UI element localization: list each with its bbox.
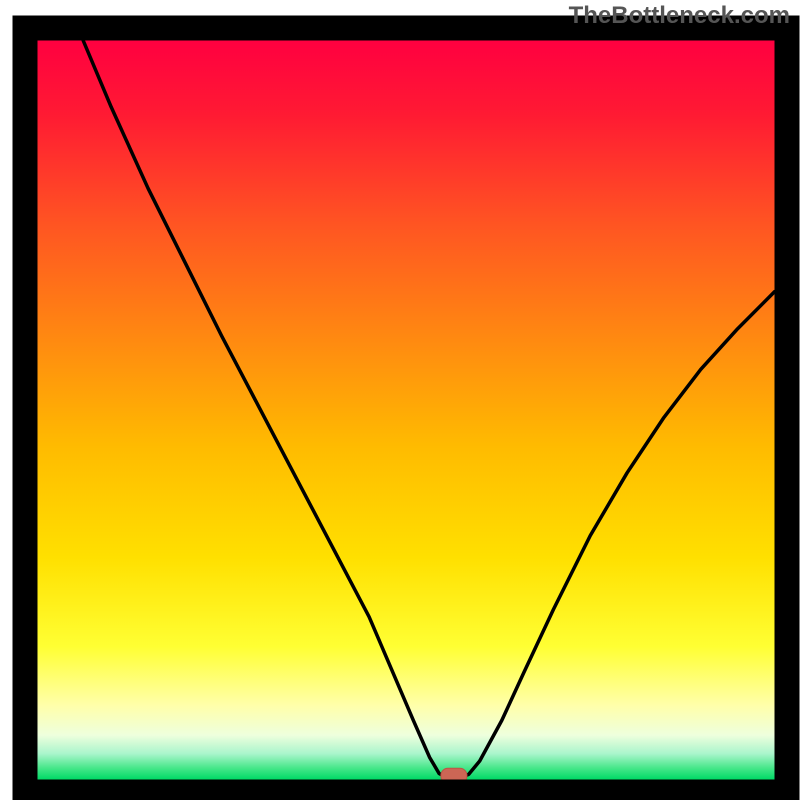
bottleneck-chart-svg <box>0 0 800 800</box>
chart-container: TheBottleneck.com <box>0 0 800 800</box>
watermark-text: TheBottleneck.com <box>569 2 790 30</box>
chart-background-gradient <box>38 41 775 780</box>
